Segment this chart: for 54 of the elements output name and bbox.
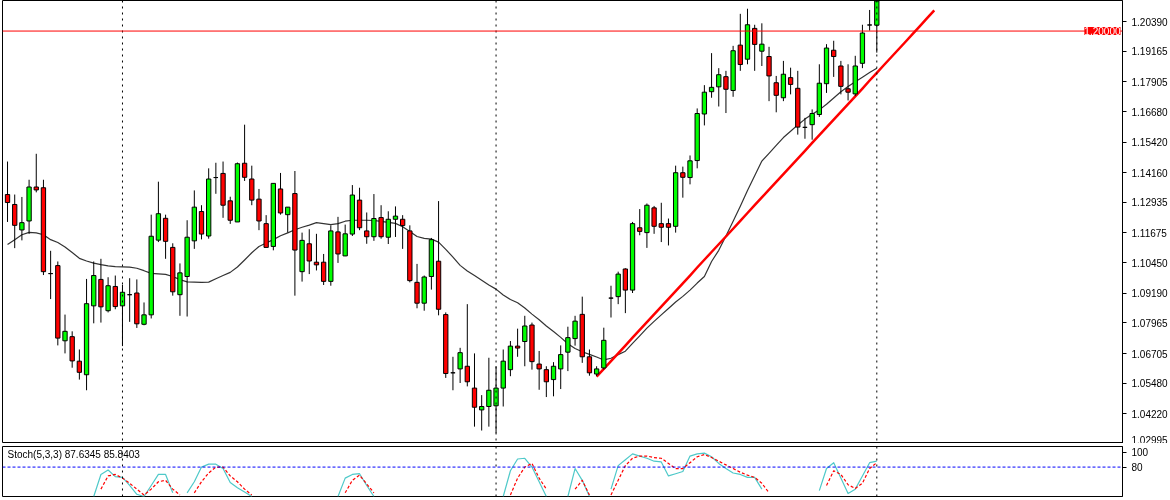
candlestick [831,40,837,78]
y-tick-label: 1.16680 [1131,106,1169,118]
y-tick-label: 1.17905 [1131,76,1169,88]
candlestick [766,46,772,102]
candlestick [866,9,873,32]
candlestick [464,303,470,387]
candlestick [471,352,478,428]
candlestick [550,361,557,397]
y-tick-label: 1.05480 [1131,378,1169,390]
candlestick [759,22,765,67]
y-tick-label: 1.12935 [1131,197,1169,209]
candlestick [622,267,629,314]
candlestick [162,214,169,260]
y-tick-label: 1.10450 [1131,257,1169,269]
candlestick [809,108,815,141]
y-tick-label: 1.06705 [1131,348,1169,360]
candlestick [708,52,715,99]
chart-title: Stoch(5,3,3) 87.6345 85.8403 [7,448,141,460]
y-tick-label: 1.09190 [1131,288,1169,300]
y-tick-label: 1.14160 [1131,167,1169,179]
candlestick [400,214,406,250]
candlestick [457,347,463,384]
ref-line-label: 1.20000 [1084,26,1121,38]
y-tick-label: 1.19165 [1131,46,1169,58]
candlestick [838,60,844,95]
candlestick [514,328,521,358]
candlestick [392,205,399,238]
y-tick-label: 1.04220 [1131,408,1169,420]
candlestick [787,67,794,95]
candlestick [773,75,779,113]
y-tick-label: 1.07965 [1131,317,1169,329]
candlestick [4,161,11,223]
y-tick-label: 1.20390 [1131,16,1169,28]
candlestick [198,204,205,240]
candlestick [665,218,672,246]
candlestick [615,271,621,305]
candlestick [479,394,485,432]
candlestick [313,233,320,271]
y-tick-label: 100 [1131,447,1149,459]
candlestick [241,124,248,182]
candlestick [586,349,593,377]
candlestick [558,344,564,390]
candlestick [543,365,549,398]
candlestick [536,350,542,391]
y-tick-label: 80 [1131,462,1144,474]
y-tick-label: 1.11675 [1131,227,1168,239]
y-tick-label: 1.02995 [1131,434,1169,446]
candlestick [780,60,787,102]
candlestick [320,253,327,286]
candlestick [76,349,83,381]
candlestick [263,214,269,248]
y-tick-label: 1.15420 [1131,137,1169,149]
candlestick [701,84,708,126]
candlestick [507,340,514,377]
